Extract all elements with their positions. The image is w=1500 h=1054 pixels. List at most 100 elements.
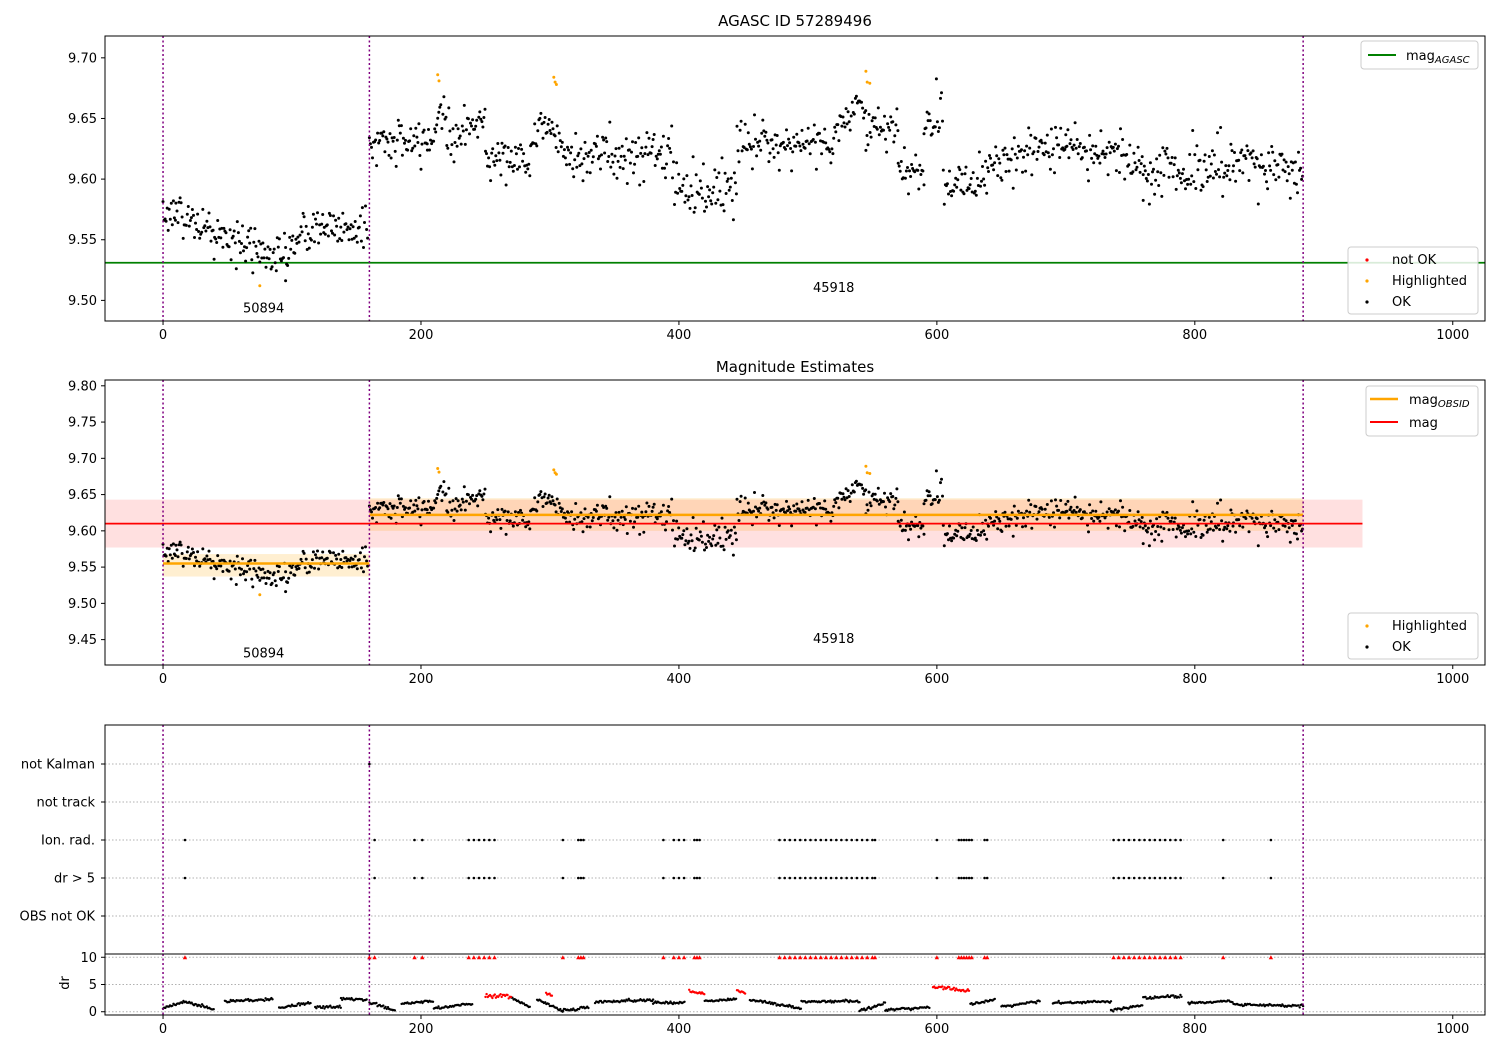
ok-point [484,149,487,153]
flag-point [1112,838,1115,842]
ok-point [307,570,311,574]
ok-point [1208,527,1212,531]
ok-point [1053,171,1056,175]
dr-high-point [485,992,488,996]
ok-point [1030,526,1034,530]
ok-point [1118,525,1121,529]
dr-high-point [743,992,747,995]
flag-point [1174,876,1177,880]
ok-point [294,237,298,241]
flag-point [183,838,187,842]
ok-point [655,157,659,161]
ok-point [524,170,528,174]
ok-point [1001,148,1005,152]
ok-point [644,510,648,514]
flag-point [1153,876,1157,880]
ok-point [495,518,499,522]
ok-point [979,184,982,188]
panel-magnitude-legend-lower: Highlighted OK [1347,612,1479,660]
ok-point [254,569,258,573]
ok-point [341,211,345,215]
ok-point [413,144,417,148]
ok-point [1221,194,1225,198]
ok-point [808,152,812,156]
ok-point [721,544,725,548]
ok-point [357,225,361,229]
ok-point [1162,527,1166,531]
ok-point [476,504,480,508]
flag-point [814,838,817,842]
ok-point [1177,525,1181,529]
ok-point [767,160,771,164]
ok-point [446,146,450,150]
ok-point [883,114,886,118]
ok-point [968,532,972,536]
ok-point [854,94,858,98]
flag-point [965,876,968,880]
dr-clipped-marker [787,955,793,960]
ok-point [179,201,183,205]
ok-point [298,233,302,237]
ok-point [717,525,721,529]
ok-point [471,118,475,122]
ok-point [233,567,237,571]
ok-point [806,126,810,130]
ok-point [971,171,975,175]
ok-point [922,183,926,187]
ok-point [781,507,785,511]
flag-point [1127,876,1131,880]
ok-point [1032,150,1036,154]
ok-point [591,155,595,159]
x-tick-label: 800 [1182,328,1207,343]
ok-point [1121,505,1125,509]
ok-point [870,119,874,123]
ok-point [805,506,809,510]
ok-point [1283,170,1287,174]
ok-point [902,146,906,150]
ok-point [1135,165,1139,169]
flag-point [985,838,989,842]
ok-point [313,566,316,570]
ok-point [533,496,537,500]
ok-point [1205,530,1209,534]
ok-point [1027,126,1031,130]
dr-high-point [952,986,956,989]
dr-point [337,1006,340,1009]
ok-point [926,119,930,123]
ok-point [187,224,191,228]
ok-point [1259,153,1263,157]
ok-point [1117,144,1120,148]
ok-point [672,160,675,164]
dr-point [384,1005,387,1009]
flag-point [845,838,848,842]
ok-point [1195,144,1199,148]
ok-point [463,508,467,512]
ok-point [752,509,755,513]
legend-ok-marker-icon [1365,645,1369,649]
ok-point [1267,151,1271,155]
ok-point [1052,147,1055,151]
ok-point [1050,153,1054,157]
x-tick-label: 200 [409,672,434,687]
ok-point [1175,527,1179,531]
ok-point [941,523,945,527]
ok-point [1022,155,1025,159]
flag-point [1117,838,1120,842]
ok-point [685,174,689,178]
ok-point [1042,153,1046,157]
ok-point [939,96,942,100]
ok-point [482,492,486,496]
dr-clipped-marker [844,955,849,960]
ok-point [1011,186,1015,190]
ok-point [245,570,249,574]
ok-point [351,557,355,561]
ok-point [1112,149,1116,153]
ok-point [188,219,192,222]
ok-point [849,491,853,495]
ok-point [1159,171,1163,175]
ok-point [194,221,197,225]
ok-point [286,264,290,267]
y-tick-label: 9.55 [68,233,97,248]
x-tick-label: 1000 [1436,328,1469,343]
ok-point [267,576,271,580]
